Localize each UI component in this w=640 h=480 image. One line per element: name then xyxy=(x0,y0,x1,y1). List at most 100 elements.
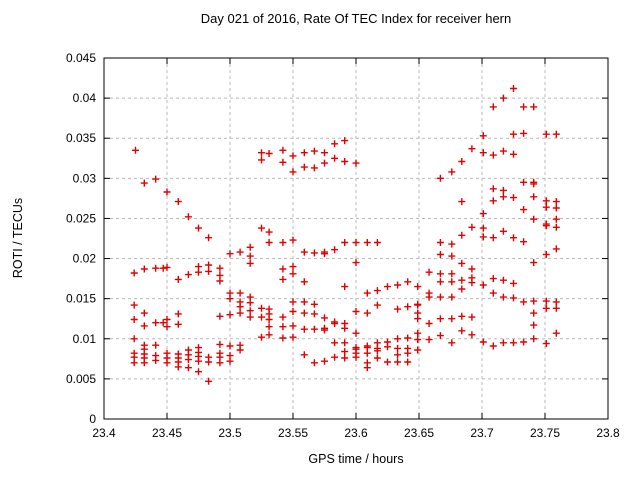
data-point-marker xyxy=(436,174,444,182)
data-point-marker xyxy=(425,336,433,344)
data-point-marker xyxy=(258,304,265,312)
data-point-marker xyxy=(530,321,538,329)
data-point-marker xyxy=(499,293,507,301)
x-tick-label: 23.8 xyxy=(596,426,620,440)
data-point-marker xyxy=(174,275,182,283)
data-point-marker xyxy=(140,359,148,367)
data-point-marker xyxy=(310,164,318,172)
data-point-marker xyxy=(216,359,224,367)
data-point-marker xyxy=(321,159,328,167)
data-point-marker xyxy=(289,168,297,176)
data-point-marker xyxy=(458,312,466,320)
data-point-marker xyxy=(174,320,182,328)
data-point-marker xyxy=(140,265,148,273)
data-point-marker xyxy=(394,344,402,352)
data-point-marker xyxy=(289,270,297,278)
data-point-marker xyxy=(152,356,160,364)
data-point-marker xyxy=(310,249,318,257)
data-point-marker xyxy=(363,309,371,317)
data-point-marker xyxy=(373,287,381,295)
x-tick-labels: 23.4 23.45 23.5 23.55 23.6 23.65 23.7 23.75 23.8 xyxy=(92,426,620,440)
data-point-marker xyxy=(130,335,138,343)
data-point-marker xyxy=(530,180,538,188)
data-point-marker xyxy=(552,329,560,337)
data-point-marker xyxy=(510,85,517,92)
data-point-marker xyxy=(479,132,487,140)
data-point-marker xyxy=(265,323,273,331)
data-point-marker xyxy=(448,270,456,278)
x-tick-label: 23.7 xyxy=(470,426,494,440)
data-point-marker xyxy=(489,289,497,297)
data-point-marker xyxy=(289,263,297,271)
data-point-marker xyxy=(520,298,528,306)
data-point-marker xyxy=(499,193,507,201)
data-point-marker xyxy=(404,358,412,366)
data-point-marker xyxy=(258,333,265,341)
data-point-marker xyxy=(159,319,167,327)
data-point-marker xyxy=(246,243,254,251)
data-point-marker xyxy=(414,301,422,309)
data-point-marker xyxy=(152,175,160,183)
data-point-marker xyxy=(394,351,402,359)
data-point-marker xyxy=(499,339,507,347)
data-point-marker xyxy=(404,334,412,342)
data-point-marker xyxy=(363,364,371,372)
data-point-marker xyxy=(394,281,402,289)
data-point-marker xyxy=(414,329,422,337)
data-point-marker xyxy=(300,248,308,256)
data-point-marker xyxy=(479,149,487,157)
data-point-marker xyxy=(258,224,265,232)
data-point-marker xyxy=(163,188,171,196)
data-point-marker xyxy=(300,325,308,333)
y-tick-label: 0.015 xyxy=(66,292,96,306)
data-point-marker xyxy=(352,259,360,267)
data-point-marker xyxy=(468,331,476,339)
data-point-marker xyxy=(331,320,339,327)
data-point-marker xyxy=(163,323,171,331)
data-point-marker xyxy=(414,315,422,323)
data-point-marker xyxy=(321,250,328,258)
data-point-marker xyxy=(479,338,487,346)
data-point-marker xyxy=(436,332,444,340)
data-point-marker xyxy=(265,150,273,157)
y-tick-label: 0.035 xyxy=(66,131,96,145)
data-point-marker xyxy=(448,240,456,248)
data-point-marker xyxy=(310,325,318,333)
data-point-marker xyxy=(130,316,138,323)
data-point-marker xyxy=(174,310,182,318)
x-tick-label: 23.5 xyxy=(218,426,242,440)
data-point-marker xyxy=(414,283,422,291)
data-point-marker xyxy=(489,151,497,159)
data-point-marker xyxy=(436,293,444,301)
data-point-marker xyxy=(510,294,517,302)
data-point-marker xyxy=(489,103,497,111)
data-point-marker xyxy=(140,309,148,317)
data-point-marker xyxy=(520,178,528,186)
data-point-marker xyxy=(552,223,560,231)
data-point-marker xyxy=(279,239,287,246)
data-point-marker xyxy=(236,346,244,354)
data-point-marker xyxy=(404,349,412,357)
data-point-marker xyxy=(195,357,202,365)
data-point-marker xyxy=(279,265,287,273)
data-point-marker xyxy=(489,197,497,205)
data-point-marker xyxy=(352,159,360,167)
data-point-marker xyxy=(331,140,339,148)
y-tick-label: 0.005 xyxy=(66,372,96,386)
data-point-marker xyxy=(520,103,528,111)
data-point-marker xyxy=(341,339,349,347)
data-point-marker xyxy=(552,304,560,312)
data-point-marker xyxy=(246,299,254,307)
data-point-marker xyxy=(246,313,254,321)
data-point-marker xyxy=(265,228,273,236)
data-point-marker xyxy=(373,301,381,309)
data-point-marker xyxy=(289,152,297,160)
data-point-marker xyxy=(499,276,507,284)
data-point-marker xyxy=(542,297,550,305)
data-points xyxy=(130,85,560,385)
data-point-marker xyxy=(246,259,254,267)
data-point-marker xyxy=(530,193,538,201)
data-point-marker xyxy=(140,179,148,187)
data-point-marker xyxy=(265,239,273,246)
